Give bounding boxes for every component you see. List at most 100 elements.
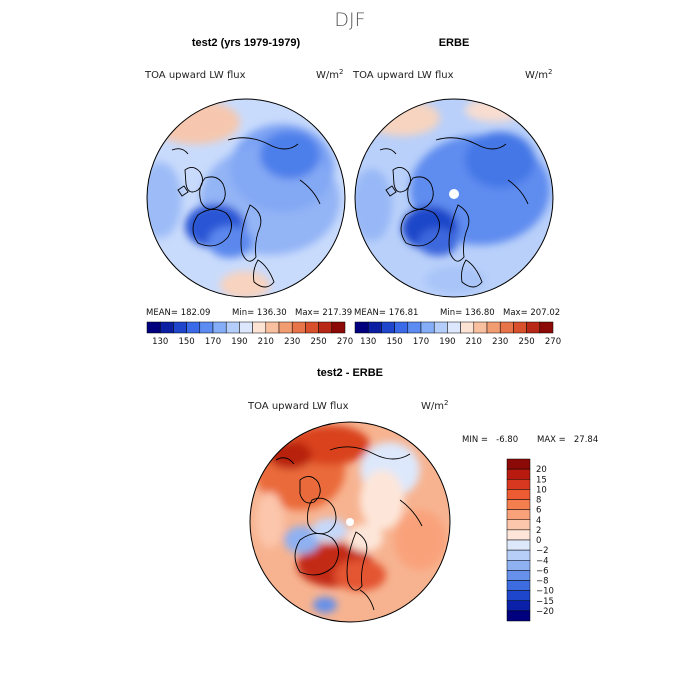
panel-difference: test2 - ERBE TOA upward LW flux W/m2 MIN… — [247, 367, 598, 623]
colorbar-tick-label: 15 — [536, 475, 547, 485]
colorbar: 130 150 170 190 210 230 250 270 — [146, 321, 353, 347]
colorbar-tick-label: −10 — [536, 587, 554, 597]
colorbar-swatch — [506, 529, 531, 541]
colorbar-tick-label: 230 — [284, 337, 300, 347]
colorbar-swatch — [159, 321, 174, 334]
units-label: W/m2 — [421, 399, 448, 412]
variable-label: TOA upward LW flux — [247, 401, 349, 412]
colorbar-swatch — [506, 499, 531, 510]
stat-mean: MEAN= 176.81 — [354, 308, 418, 318]
colorbar-tick-label: 270 — [545, 337, 561, 347]
colorbar-swatch — [291, 321, 306, 334]
colorbar-tick-label: −15 — [536, 597, 554, 607]
colorbar-tick-label: 10 — [536, 485, 547, 495]
colorbar-swatch — [506, 458, 531, 470]
panel-title: test2 (yrs 1979-1979) — [192, 37, 301, 49]
colorbar-swatch — [499, 321, 514, 334]
colorbar-tick-label: −2 — [536, 546, 549, 556]
colorbar-swatch — [506, 489, 531, 500]
colorbar-tick-label: −6 — [536, 566, 549, 576]
colorbar-tick-label: −4 — [536, 556, 549, 566]
units-label: W/m2 — [316, 68, 343, 81]
colorbar-tick-label: 2 — [536, 526, 541, 536]
panel-title: ERBE — [439, 37, 470, 49]
colorbar-swatch — [506, 580, 531, 591]
colorbar-tick-label: −20 — [536, 607, 554, 617]
stat-min: MIN = -6.80 — [462, 435, 518, 445]
colorbar-swatch — [305, 321, 319, 334]
colorbar-swatch — [447, 321, 461, 334]
units-label: W/m2 — [525, 68, 552, 81]
colorbar-swatch — [506, 519, 531, 531]
colorbar-swatch — [506, 610, 531, 622]
colorbar-swatch — [513, 321, 527, 334]
colorbar-tick-label: 230 — [492, 337, 508, 347]
colorbar-swatch — [239, 321, 253, 334]
colorbar-swatch — [354, 321, 369, 334]
colorbar-swatch — [506, 590, 531, 601]
colorbar-swatch — [212, 321, 227, 334]
colorbar-swatch — [506, 509, 531, 520]
colorbar-swatch — [199, 321, 214, 334]
colorbar-swatch — [539, 321, 554, 334]
colorbar-tick-label: 190 — [231, 337, 247, 347]
colorbar-swatch — [265, 321, 280, 334]
variable-label: TOA upward LW flux — [144, 70, 246, 81]
colorbar-swatch — [173, 321, 187, 334]
colorbar-tick-label: 130 — [360, 337, 376, 347]
colorbar-tick-label: 150 — [386, 337, 402, 347]
colorbar-tick-label: 130 — [152, 337, 168, 347]
colorbar-swatch — [146, 321, 161, 334]
colorbar-swatch — [394, 321, 409, 334]
colorbar-swatch — [433, 321, 448, 334]
colorbar-swatch — [506, 479, 531, 490]
colorbar-tick-label: 150 — [178, 337, 194, 347]
colorbar-swatch — [186, 321, 201, 334]
colorbar-swatch — [460, 321, 475, 334]
stat-max: MAX = 27.84 — [537, 435, 598, 445]
colorbar-tick-label: 210 — [466, 337, 482, 347]
polar-map — [354, 98, 554, 298]
stat-min: Min= 136.80 — [440, 308, 495, 318]
colorbar-swatch — [506, 600, 531, 612]
colorbar-tick-label: 190 — [439, 337, 455, 347]
colorbar-tick-label: 210 — [258, 337, 274, 347]
colorbar-swatch — [318, 321, 333, 334]
colorbar-swatch — [506, 539, 531, 551]
colorbar-tick-label: 250 — [310, 337, 326, 347]
colorbar-tick-label: 170 — [413, 337, 429, 347]
colorbar-tick-label: 8 — [536, 496, 541, 506]
colorbar-swatch — [225, 321, 240, 334]
colorbar-tick-label: 170 — [205, 337, 221, 347]
colorbar-swatch — [420, 321, 435, 334]
colorbar-tick-label: 20 — [536, 465, 547, 475]
season-title: DJF — [334, 9, 365, 31]
colorbar-swatch — [506, 549, 531, 561]
colorbar-swatch — [367, 321, 382, 334]
colorbar-tick-label: 270 — [337, 337, 353, 347]
colorbar-swatch — [486, 321, 501, 334]
polar-map — [146, 98, 346, 298]
colorbar-tick-label: 6 — [536, 506, 541, 516]
panel-title: test2 - ERBE — [317, 367, 383, 379]
colorbar-swatch — [506, 560, 531, 571]
stat-max: Max= 207.02 — [503, 308, 560, 318]
colorbar-swatch — [381, 321, 395, 334]
colorbar-swatch — [506, 570, 531, 581]
colorbar-tick-label: 4 — [536, 516, 541, 526]
colorbar-swatch — [252, 321, 267, 334]
variable-label: TOA upward LW flux — [352, 70, 454, 81]
colorbar-swatch — [407, 321, 422, 334]
stat-min: Min= 136.30 — [232, 308, 287, 318]
colorbar-tick-label: 250 — [518, 337, 534, 347]
panel-erbe: ERBE TOA upward LW flux W/m2 — [352, 37, 561, 347]
colorbar-tick-label: −8 — [536, 577, 549, 587]
polar-map — [249, 421, 451, 623]
colorbar-swatch — [278, 321, 293, 334]
colorbar-swatch — [473, 321, 488, 334]
colorbar-swatch — [526, 321, 541, 334]
colorbar-swatch — [331, 321, 346, 334]
panel-test2: test2 (yrs 1979-1979) TOA upward LW flux… — [144, 37, 353, 347]
